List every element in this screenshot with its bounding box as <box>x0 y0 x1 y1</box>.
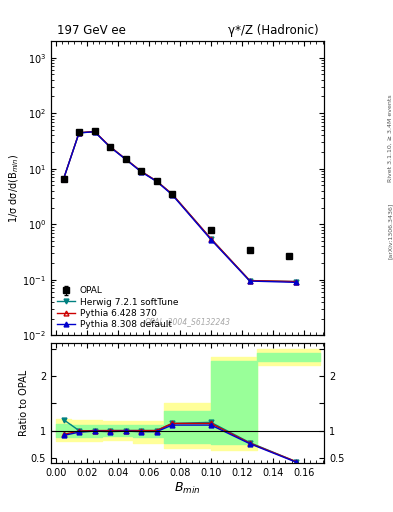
Y-axis label: 1/σ dσ/d(B$_{min}$): 1/σ dσ/d(B$_{min}$) <box>7 154 21 223</box>
Pythia 8.308 default <box>139 169 143 175</box>
Pythia 6.428 370 <box>209 236 213 242</box>
Line: Herwig 7.2.1 softTune: Herwig 7.2.1 softTune <box>61 129 299 284</box>
Pythia 6.428 370 <box>108 143 112 150</box>
Text: 197 GeV ee: 197 GeV ee <box>57 24 125 36</box>
Pythia 6.428 370 <box>154 178 159 184</box>
Herwig 7.2.1 softTune <box>294 279 299 285</box>
Herwig 7.2.1 softTune <box>61 176 66 182</box>
Herwig 7.2.1 softTune <box>77 130 81 136</box>
Pythia 8.308 default <box>108 144 112 150</box>
X-axis label: $B_{min}$: $B_{min}$ <box>174 481 201 496</box>
Pythia 8.308 default <box>294 279 299 285</box>
Line: Pythia 6.428 370: Pythia 6.428 370 <box>61 129 299 284</box>
Herwig 7.2.1 softTune <box>108 143 112 150</box>
Text: OPAL_2004_S6132243: OPAL_2004_S6132243 <box>145 317 231 327</box>
Herwig 7.2.1 softTune <box>247 278 252 284</box>
Herwig 7.2.1 softTune <box>92 129 97 135</box>
Pythia 6.428 370 <box>61 176 66 182</box>
Pythia 6.428 370 <box>170 191 174 197</box>
Pythia 8.308 default <box>61 176 66 182</box>
Pythia 6.428 370 <box>294 279 299 285</box>
Herwig 7.2.1 softTune <box>139 168 143 175</box>
Pythia 8.308 default <box>247 278 252 284</box>
Text: Rivet 3.1.10, ≥ 3.4M events: Rivet 3.1.10, ≥ 3.4M events <box>387 94 392 182</box>
Pythia 6.428 370 <box>77 130 81 136</box>
Legend: OPAL, Herwig 7.2.1 softTune, Pythia 6.428 370, Pythia 8.308 default: OPAL, Herwig 7.2.1 softTune, Pythia 6.42… <box>55 285 180 331</box>
Pythia 6.428 370 <box>139 168 143 175</box>
Pythia 8.308 default <box>77 130 81 136</box>
Y-axis label: Ratio to OPAL: Ratio to OPAL <box>20 370 29 436</box>
Text: γ*/Z (Hadronic): γ*/Z (Hadronic) <box>228 24 319 36</box>
Pythia 6.428 370 <box>92 129 97 135</box>
Herwig 7.2.1 softTune <box>170 191 174 197</box>
Pythia 8.308 default <box>92 129 97 135</box>
Pythia 8.308 default <box>170 191 174 198</box>
Pythia 6.428 370 <box>247 278 252 284</box>
Herwig 7.2.1 softTune <box>209 236 213 242</box>
Herwig 7.2.1 softTune <box>123 156 128 162</box>
Text: [arXiv:1306.3436]: [arXiv:1306.3436] <box>387 202 392 259</box>
Pythia 6.428 370 <box>123 156 128 162</box>
Herwig 7.2.1 softTune <box>154 178 159 184</box>
Pythia 8.308 default <box>123 156 128 162</box>
Pythia 8.308 default <box>154 178 159 184</box>
Pythia 8.308 default <box>209 237 213 243</box>
Line: Pythia 8.308 default: Pythia 8.308 default <box>61 129 299 285</box>
